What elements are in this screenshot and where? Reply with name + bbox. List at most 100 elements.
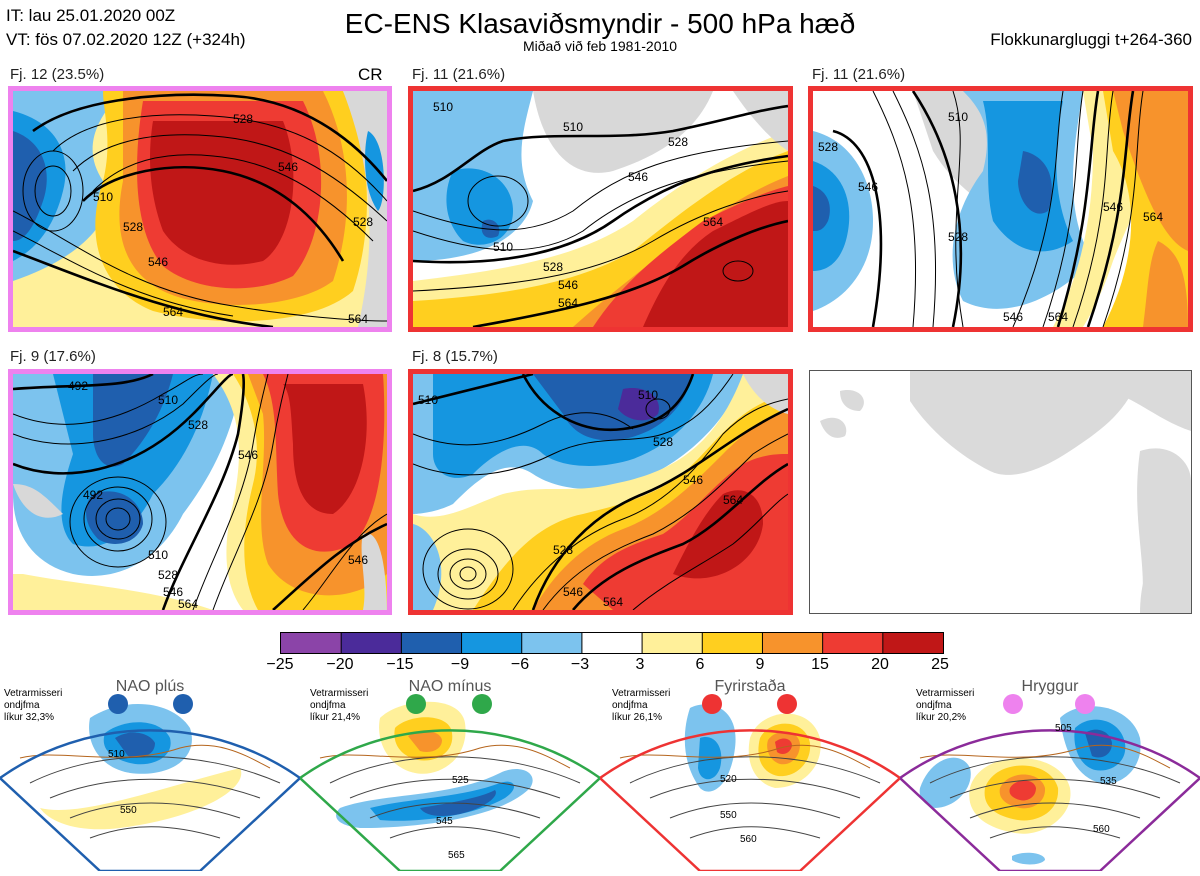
colorbar-swatch xyxy=(882,633,944,653)
panel-5-contour-label: 564 xyxy=(723,493,743,507)
colorbar xyxy=(280,632,944,654)
panel-2-contour-label: 528 xyxy=(668,135,688,149)
panel-2-contour-label: 546 xyxy=(628,170,648,184)
colorbar-swatch xyxy=(822,633,884,653)
regime-indicator-dot xyxy=(173,694,193,714)
panel-4-contour-label: 564 xyxy=(178,597,198,610)
regime-indicator-dot xyxy=(702,694,722,714)
panel-3-contour-label: 546 xyxy=(1103,200,1123,214)
regime-note: Vetrarmisseri ondjfma líkur 32,3% xyxy=(4,688,62,724)
regime-frame xyxy=(898,729,1200,873)
colorbar-tick-label: 6 xyxy=(695,656,705,673)
panel-1-map: 528 546 510 528 546 564 528 564 xyxy=(8,86,392,332)
panel-5-contour-label: 564 xyxy=(603,595,623,609)
colorbar-swatches xyxy=(281,633,944,653)
regime-note: Vetrarmisseri ondjfma líkur 21,4% xyxy=(310,688,368,724)
page-subtitle: Miðað við feb 1981-2010 xyxy=(522,38,678,54)
panel-1-contour-label: 546 xyxy=(148,255,168,269)
panel-5-contour-label: 546 xyxy=(563,585,583,599)
regime-note-line: líkur 20,2% xyxy=(916,712,967,723)
panel-4-contour-label: 546 xyxy=(348,553,368,567)
regime-indicator-dot xyxy=(1003,694,1023,714)
regime-frame xyxy=(598,729,902,873)
regime-contour-label: 550 xyxy=(720,810,737,821)
panel-1-label: Fj. 12 (23.5%) xyxy=(10,66,105,83)
panel-6-base-map xyxy=(809,370,1192,614)
panel-4-contour-label: 546 xyxy=(238,448,258,462)
colorbar-swatch xyxy=(281,633,342,653)
panel-2-contour-label: 510 xyxy=(433,100,453,114)
regime-contour-label: 545 xyxy=(436,816,453,827)
panel-4-contour-label: 528 xyxy=(188,418,208,432)
regime-note: Vetrarmisseri ondjfma líkur 26,1% xyxy=(612,688,670,724)
panel-4-contour-label: 510 xyxy=(148,548,168,562)
regime-nao-plus: 510 550 NAO plús Vetrarmisseri ondjfma l… xyxy=(0,678,302,873)
panel-3-contour-label: 510 xyxy=(948,110,968,124)
panel-3-contour-label: 528 xyxy=(818,140,838,154)
panel-5-contour-label: 528 xyxy=(653,435,673,449)
regime-nao-minus: 525 545 565 NAO mínus Vetrarmisseri ondj… xyxy=(298,678,602,873)
colorbar-swatch xyxy=(642,633,703,653)
regime-indicator-dot xyxy=(406,694,426,714)
panel-4-contour-label: 546 xyxy=(163,585,183,599)
panel-2-contour-label: 510 xyxy=(563,120,583,134)
regime-indicator-dot xyxy=(777,694,797,714)
regime-note-line: Vetrarmisseri xyxy=(612,688,671,699)
panel-4-contour-label: 492 xyxy=(68,379,88,393)
panel-4-contour-label: 492 xyxy=(83,488,103,502)
regime-title: NAO plús xyxy=(115,678,185,695)
panel-2-contour-label: 564 xyxy=(703,215,723,229)
regime-contour-label: 510 xyxy=(108,749,125,760)
panel-2-map: 510 510 528 546 564 528 546 564 510 xyxy=(408,86,793,332)
colorbar-swatch xyxy=(341,633,402,653)
regime-frame xyxy=(298,729,602,873)
panel-5-contour-label: 528 xyxy=(553,543,573,557)
regime-contour-label: 520 xyxy=(720,774,737,785)
panel-1-contour-label: 564 xyxy=(348,312,368,326)
colorbar-tick-label: −3 xyxy=(570,656,590,673)
colorbar-tick-label: −9 xyxy=(450,656,470,673)
panel-5-contour-label: 546 xyxy=(683,473,703,487)
panel-5-contour-label: 510 xyxy=(418,393,438,407)
colorbar-swatch xyxy=(702,633,763,653)
panel-3-map: 510 528 546 528 546 564 546 564 xyxy=(808,86,1193,332)
panel-5-map: 510 528 546 564 528 546 564 510 xyxy=(408,369,793,615)
colorbar-swatch xyxy=(461,633,523,653)
regime-note-line: Vetrarmisseri xyxy=(916,688,975,699)
colorbar-tick-label: 9 xyxy=(755,656,765,673)
colorbar-swatch xyxy=(521,633,583,653)
init-time: IT: lau 25.01.2020 00Z xyxy=(6,6,176,25)
panel-3-label: Fj. 11 (21.6%) xyxy=(812,66,906,83)
regime-blocking: 520 550 560 Fyrirstaða Vetrarmisseri ond… xyxy=(598,678,902,873)
regime-note-line: Vetrarmisseri xyxy=(310,688,369,699)
panel-3-contour-label: 546 xyxy=(858,180,878,194)
colorbar-tick-label: 15 xyxy=(811,656,829,673)
panel-2-contour-label: 546 xyxy=(558,278,578,292)
panel-1-contour-label: 510 xyxy=(93,190,113,204)
colorbar-tick-label: 20 xyxy=(871,656,889,673)
panel-3-contour-label: 528 xyxy=(948,230,968,244)
panel-2-contour-label: 510 xyxy=(493,240,513,254)
panel-2-label: Fj. 11 (21.6%) xyxy=(412,66,506,83)
regime-contour-label: 550 xyxy=(120,805,137,816)
regime-note-line: ondjfma xyxy=(4,700,40,711)
panel-5-contour-label: 510 xyxy=(638,388,658,402)
regime-indicator-dot xyxy=(108,694,128,714)
panel-1-contour-label: 528 xyxy=(233,112,253,126)
valid-time: VT: fös 07.02.2020 12Z (+324h) xyxy=(6,30,246,49)
regime-title: Fyrirstaða xyxy=(714,678,786,695)
regime-indicator-dot xyxy=(1075,694,1095,714)
regime-contour-label: 560 xyxy=(1093,824,1110,835)
regime-contour-label: 560 xyxy=(740,834,757,845)
regime-note-line: líkur 32,3% xyxy=(4,712,55,723)
regime-note-line: líkur 21,4% xyxy=(310,712,361,723)
classification-window: Flokkunargluggi t+264-360 xyxy=(990,30,1192,49)
regime-note-line: ondjfma xyxy=(310,700,346,711)
colorbar-tick-label: 25 xyxy=(931,656,949,673)
panel-1-contour-label: 546 xyxy=(278,160,298,174)
regime-contour-label: 505 xyxy=(1055,723,1072,734)
colorbar-swatch xyxy=(581,633,643,653)
panel-5-label: Fj. 8 (15.7%) xyxy=(412,348,498,365)
regime-note: Vetrarmisseri ondjfma líkur 20,2% xyxy=(916,688,974,724)
regime-note-line: ondjfma xyxy=(612,700,648,711)
